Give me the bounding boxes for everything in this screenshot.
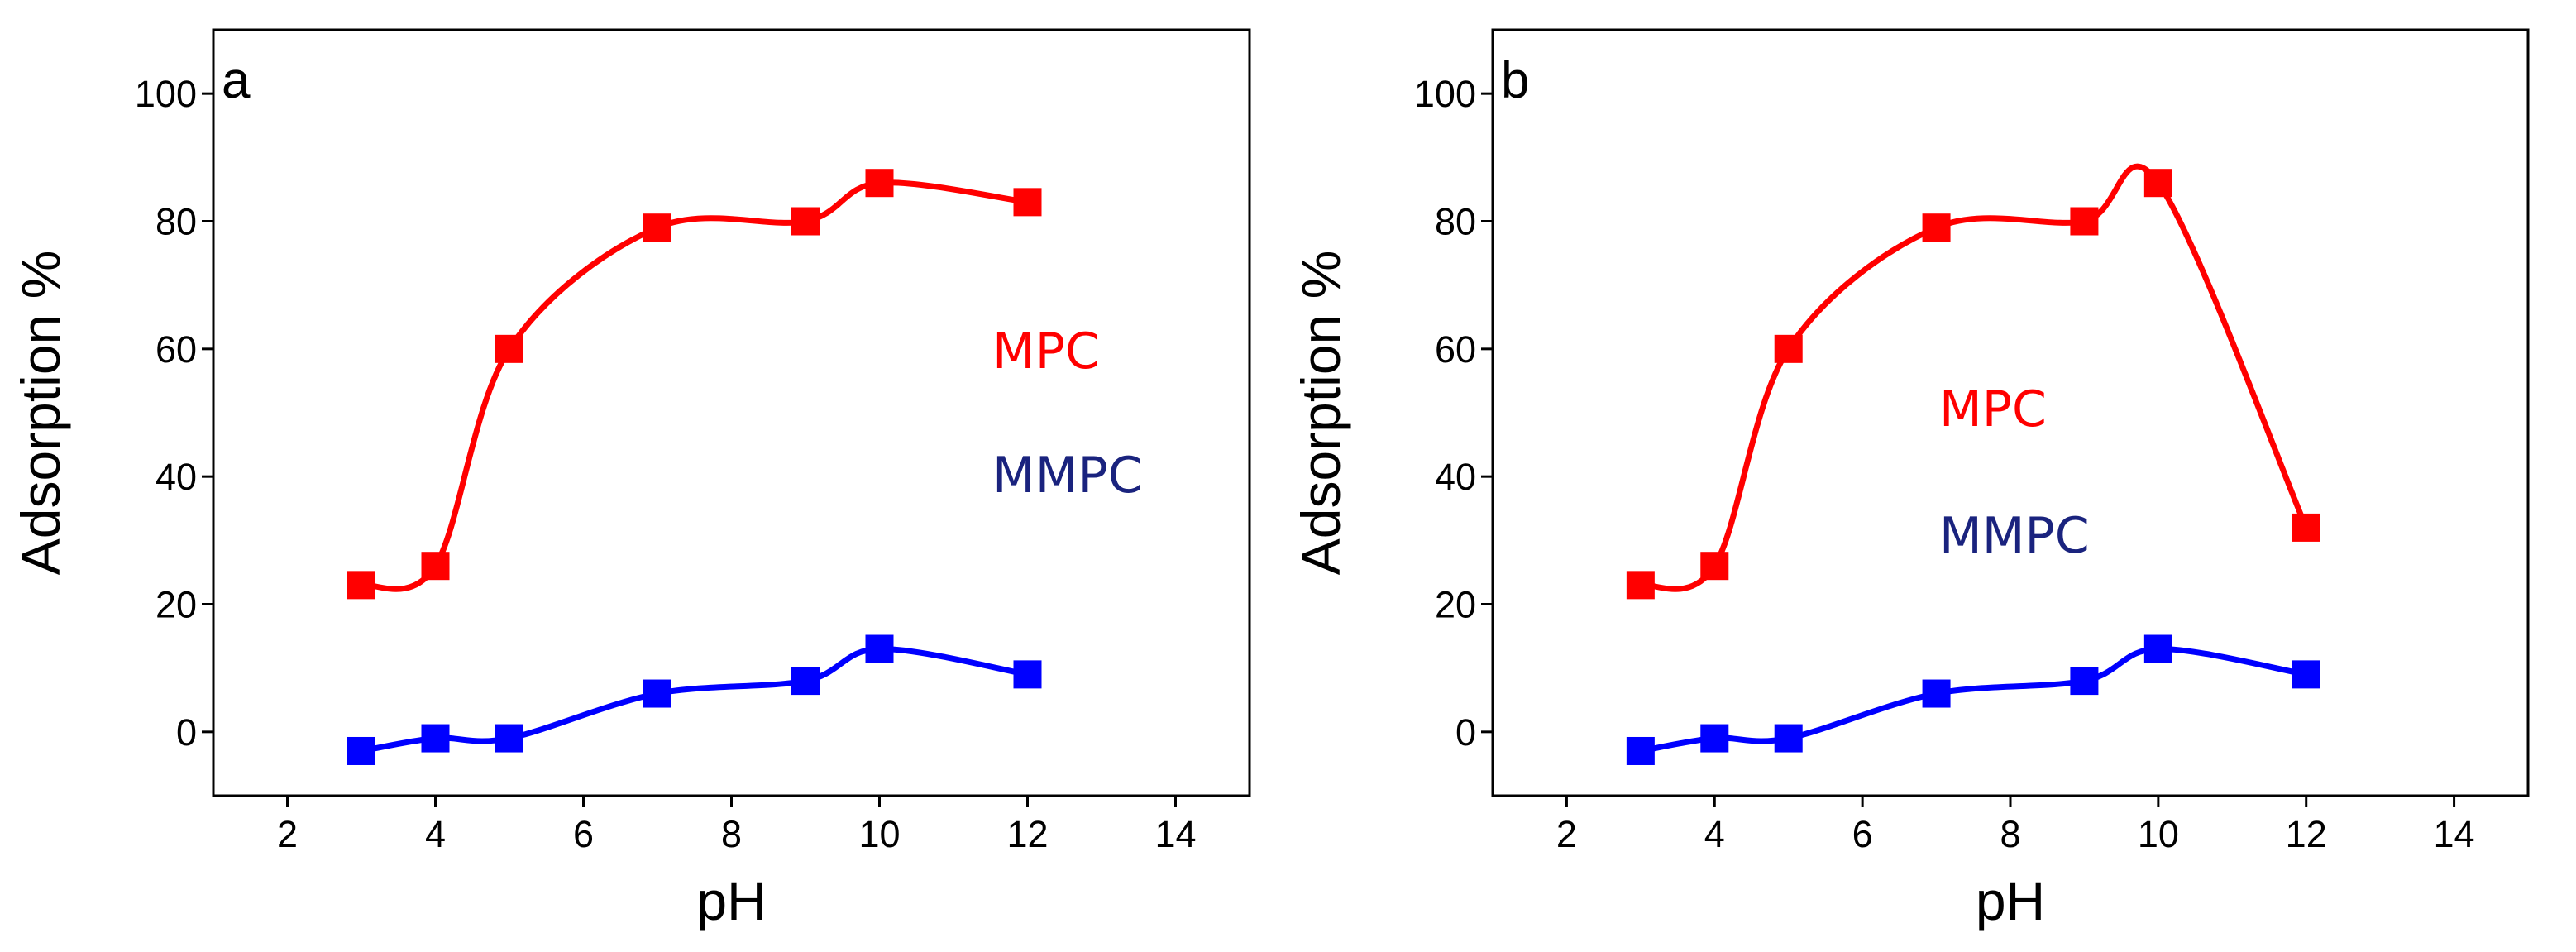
mpc-data-point bbox=[495, 334, 523, 363]
y-tick-label: 40 bbox=[155, 456, 197, 498]
y-tick-label: 80 bbox=[1435, 201, 1476, 243]
y-axis-title: Adsorption % bbox=[1290, 251, 1351, 576]
x-tick-label: 10 bbox=[858, 813, 900, 855]
mmpc-data-point bbox=[1700, 724, 1729, 753]
mmpc-data-point bbox=[791, 667, 820, 696]
x-tick-label: 12 bbox=[1006, 813, 1048, 855]
mpc-data-point bbox=[865, 169, 894, 198]
mpc-data-point bbox=[421, 552, 450, 581]
y-tick-label: 100 bbox=[1414, 73, 1476, 115]
panel-letter: b bbox=[1501, 52, 1529, 109]
mpc-data-point bbox=[1013, 188, 1042, 217]
plot-frame bbox=[212, 28, 1251, 797]
mmpc-data-point bbox=[495, 724, 523, 753]
mmpc-data-point bbox=[1922, 679, 1951, 708]
x-tick-label: 12 bbox=[2286, 813, 2327, 855]
mpc-data-point bbox=[347, 571, 375, 600]
mmpc-data-point bbox=[865, 634, 894, 663]
mpc-curve bbox=[358, 179, 1030, 592]
x-axis-title: pH bbox=[1976, 870, 2045, 931]
mpc-data-point bbox=[1774, 334, 1803, 363]
mpc-curve bbox=[1637, 163, 2310, 592]
mmpc-data-point bbox=[1013, 660, 1042, 689]
x-axis-title: pH bbox=[696, 870, 766, 931]
x-tick-label: 8 bbox=[2000, 813, 2020, 855]
y-tick-label: 100 bbox=[135, 73, 197, 115]
y-tick-label: 0 bbox=[176, 711, 197, 753]
y-tick-label: 60 bbox=[1435, 328, 1476, 371]
panel-b: 0 20 40 60 80 100 2 4 6 8 10 12 14 pH Adsorption % b MPC… bbox=[1290, 28, 2530, 931]
mmpc-data-point bbox=[2143, 634, 2172, 663]
mpc-data-point bbox=[643, 213, 671, 242]
mpc-data-point bbox=[1700, 552, 1729, 581]
mpc-data-point bbox=[1626, 571, 1655, 600]
x-tick-label: 14 bbox=[2434, 813, 2475, 855]
y-tick-label: 80 bbox=[155, 201, 197, 243]
mmpc-data-point bbox=[1626, 736, 1655, 765]
mpc-data-point bbox=[2143, 169, 2172, 198]
y-axis-title: Adsorption % bbox=[10, 251, 71, 576]
mmpc-data-point bbox=[643, 679, 671, 708]
x-tick-label: 4 bbox=[1704, 813, 1725, 855]
y-tick-label: 40 bbox=[1435, 456, 1476, 498]
panel-letter: a bbox=[222, 52, 251, 109]
mmpc-curve bbox=[358, 645, 1030, 754]
mmpc-series-label: MMPC bbox=[992, 447, 1143, 505]
mpc-series-label: MPC bbox=[992, 323, 1100, 380]
x-tick-label: 14 bbox=[1154, 813, 1196, 855]
mmpc-data-point bbox=[2070, 667, 2099, 696]
y-tick-label: 20 bbox=[1435, 584, 1476, 626]
mmpc-data-point bbox=[2292, 660, 2320, 689]
y-tick-label: 20 bbox=[155, 584, 197, 626]
mpc-data-point bbox=[1922, 213, 1951, 242]
x-tick-label: 8 bbox=[721, 813, 742, 855]
y-tick-label: 60 bbox=[155, 328, 197, 371]
x-tick-label: 2 bbox=[1556, 813, 1577, 855]
x-tick-label: 6 bbox=[573, 813, 594, 855]
x-tick-label: 10 bbox=[2138, 813, 2179, 855]
mmpc-curve bbox=[1637, 645, 2310, 754]
mmpc-data-point bbox=[421, 724, 450, 753]
y-tick-label: 0 bbox=[1455, 711, 1476, 753]
mpc-data-point bbox=[791, 207, 820, 236]
mmpc-data-point bbox=[1774, 724, 1803, 753]
mpc-series-label: MPC bbox=[1939, 380, 2047, 438]
panel-a: 0 20 40 60 80 100 2 4 6 8 10 12 14 pH Adsorption % a MPC… bbox=[10, 28, 1251, 931]
mpc-data-point bbox=[2292, 513, 2320, 542]
x-tick-label: 4 bbox=[425, 813, 446, 855]
mmpc-series-label: MMPC bbox=[1939, 507, 2090, 565]
mpc-data-point bbox=[2070, 207, 2099, 236]
x-tick-label: 2 bbox=[277, 813, 298, 855]
x-tick-label: 6 bbox=[1852, 813, 1873, 855]
mmpc-data-point bbox=[347, 736, 375, 765]
